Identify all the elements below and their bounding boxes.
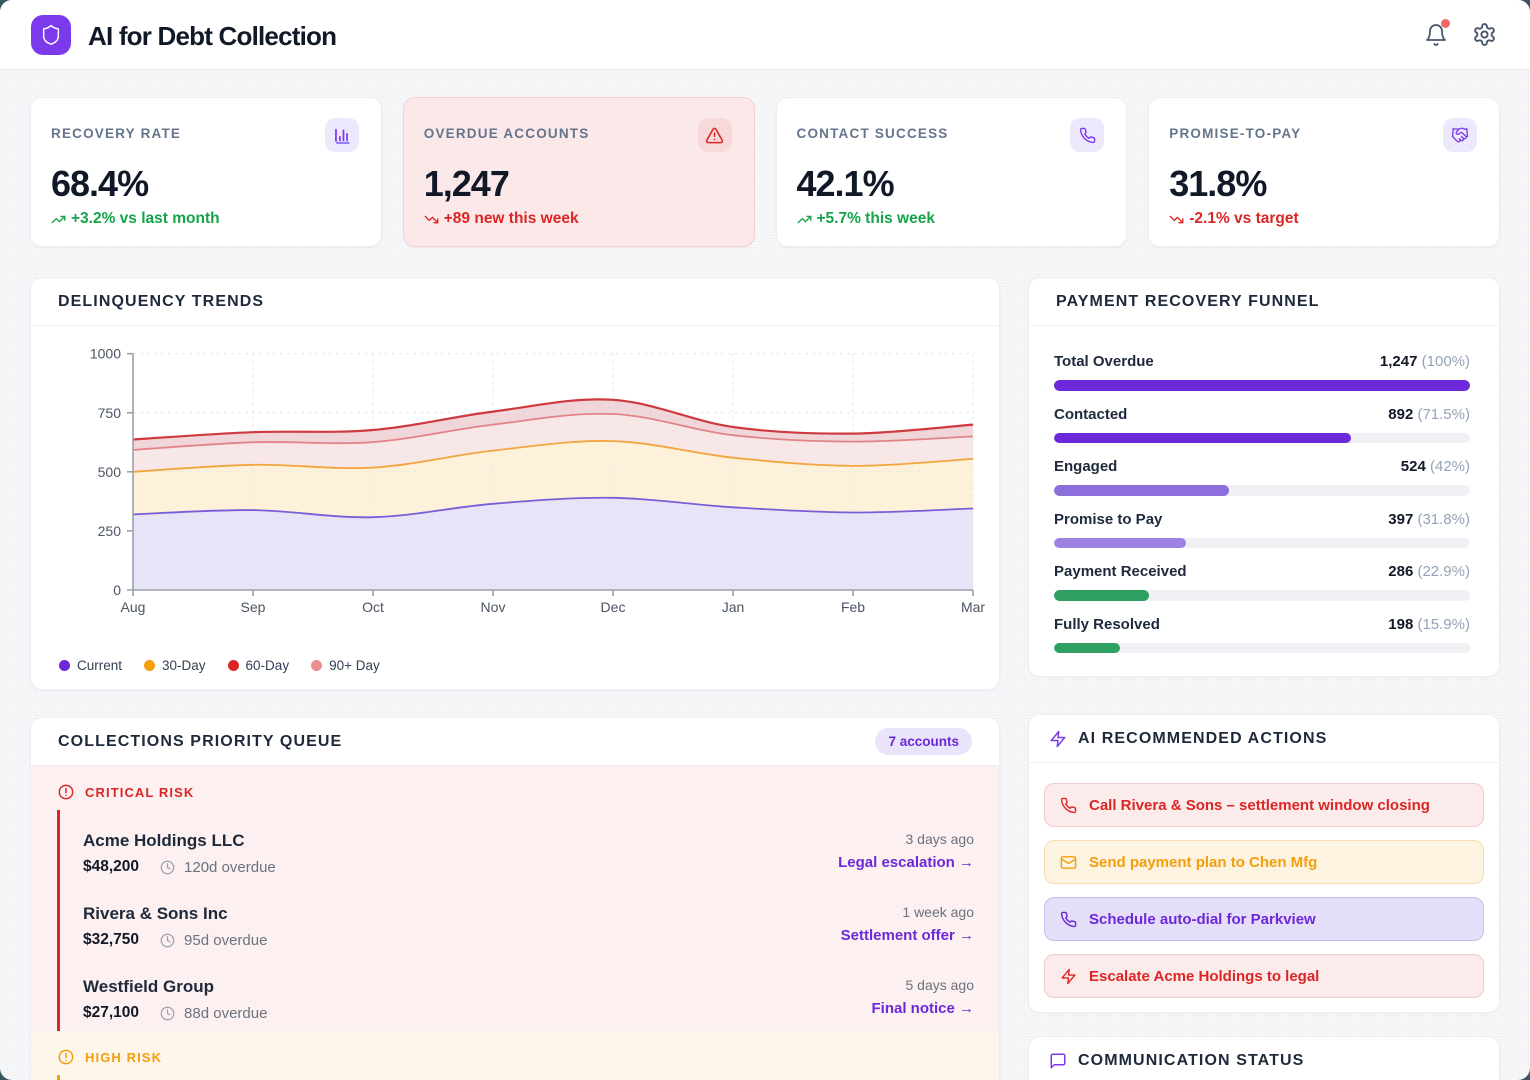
svg-text:Feb: Feb <box>841 599 865 615</box>
svg-text:Mar: Mar <box>961 599 985 615</box>
svg-text:Dec: Dec <box>601 599 626 615</box>
svg-text:Oct: Oct <box>362 599 384 615</box>
svg-text:Sep: Sep <box>241 599 266 615</box>
svg-text:500: 500 <box>98 464 122 480</box>
svg-text:Jan: Jan <box>722 599 745 615</box>
svg-text:Nov: Nov <box>481 599 506 615</box>
svg-text:750: 750 <box>98 405 122 421</box>
svg-text:250: 250 <box>98 523 122 539</box>
svg-text:0: 0 <box>113 582 121 598</box>
svg-text:Aug: Aug <box>121 599 146 615</box>
svg-text:1000: 1000 <box>90 346 121 362</box>
